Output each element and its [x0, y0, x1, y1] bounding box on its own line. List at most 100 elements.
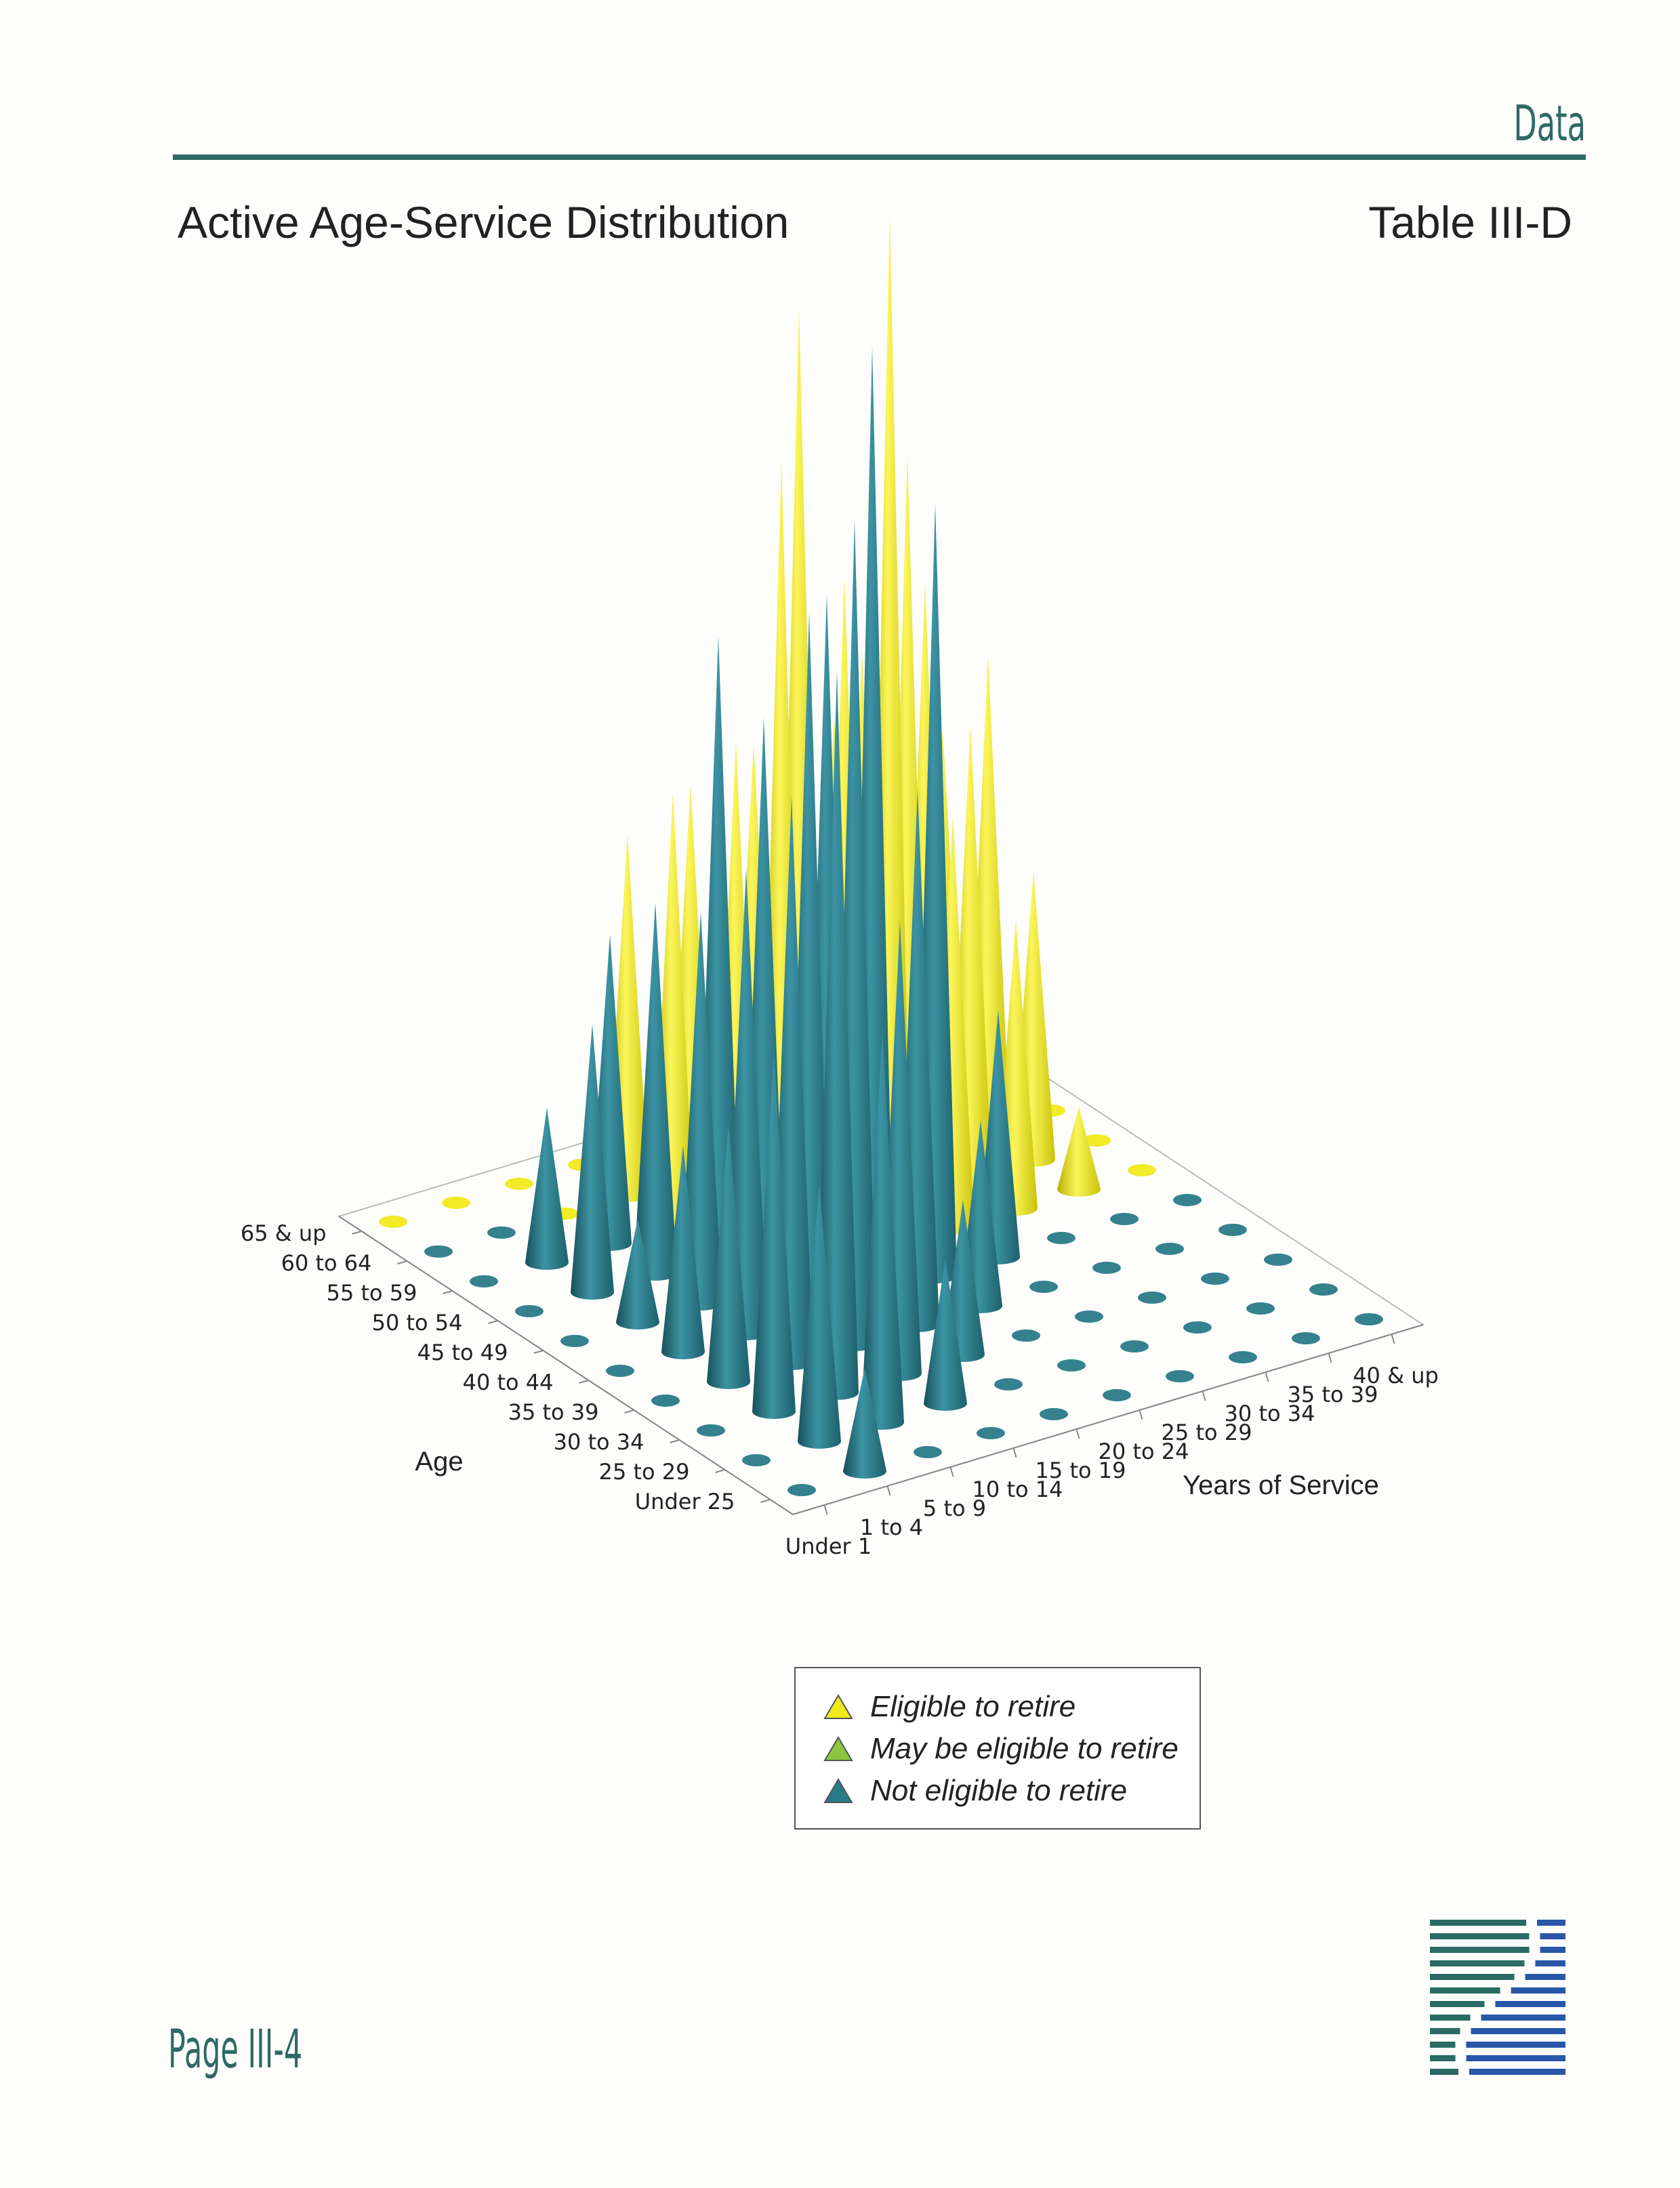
floor-dot: [1292, 1332, 1320, 1344]
age-tick-label: 50 to 54: [372, 1310, 463, 1336]
cone-group: [525, 216, 1101, 1479]
service-tick-label: 10 to 14: [972, 1477, 1063, 1502]
cone-body: [798, 1184, 841, 1449]
floor-dot: [1183, 1321, 1212, 1334]
cone: [843, 1368, 886, 1479]
y-axis-label: Age: [415, 1447, 463, 1477]
floor-dot: [606, 1365, 634, 1377]
service-axis-tick: [1202, 1390, 1206, 1401]
cone-body: [634, 902, 677, 1281]
cone: [616, 1219, 659, 1329]
floor-dot: [787, 1484, 816, 1496]
floor-dot: [1166, 1370, 1194, 1382]
service-axis-tick: [1391, 1334, 1395, 1344]
legend-label: Eligible to retire: [870, 1690, 1076, 1723]
floor-dot: [505, 1178, 533, 1190]
floor-dot: [1103, 1389, 1131, 1401]
service-axis-tick: [823, 1504, 828, 1515]
age-tick-label: Under 25: [635, 1489, 735, 1514]
age-tick-label: 35 to 39: [508, 1399, 599, 1425]
service-axis-tick: [1012, 1447, 1017, 1458]
service-tick-label: 20 to 24: [1099, 1439, 1189, 1464]
page-title: Active Age-Service Distribution: [178, 197, 790, 247]
cone-body: [571, 1024, 614, 1300]
age-axis-tick: [443, 1290, 453, 1294]
floor-dot: [442, 1197, 470, 1209]
cone: [752, 1051, 796, 1419]
cone: [571, 1024, 614, 1300]
service-axis-line: [792, 1324, 1424, 1515]
age-tick-label: 25 to 29: [599, 1459, 690, 1485]
yellow-triangle-icon: [823, 1694, 853, 1719]
age-axis-tick: [670, 1439, 680, 1443]
floor-dot: [697, 1424, 725, 1437]
floor-dot: [977, 1427, 1005, 1439]
cone: [661, 1146, 705, 1359]
floor-dot: [1173, 1194, 1202, 1206]
service-tick-label: 1 to 4: [860, 1514, 923, 1540]
legend: Eligible to retire May be eligible to re…: [794, 1667, 1201, 1830]
age-axis-line: [338, 1216, 794, 1515]
service-tick-label: 35 to 39: [1288, 1382, 1378, 1407]
floor-dot: [651, 1395, 680, 1407]
cone-body: [707, 1124, 750, 1389]
floor-dot: [1120, 1340, 1149, 1353]
floor-dot: [1155, 1243, 1184, 1255]
cone: [924, 1259, 967, 1411]
service-axis-tick: [1075, 1428, 1080, 1439]
floor-dot: [1128, 1164, 1156, 1176]
legend-item-eligible: Eligible to retire: [823, 1686, 1200, 1728]
cone: [634, 902, 677, 1281]
floor-dot: [487, 1226, 516, 1239]
cone-body: [843, 1368, 886, 1479]
service-axis-tick: [1265, 1371, 1269, 1382]
floor-dot: [1092, 1262, 1121, 1274]
legend-item-may-be-eligible: May be eligible to retire: [823, 1728, 1200, 1770]
age-axis-tick: [760, 1499, 771, 1503]
floor-dot: [1138, 1292, 1166, 1304]
cone: [707, 1124, 750, 1389]
cone: [798, 1184, 841, 1449]
age-axis-tick: [352, 1231, 362, 1235]
floor-dot: [742, 1454, 771, 1466]
cone-body: [525, 1108, 569, 1270]
service-tick-label: 30 to 34: [1225, 1401, 1315, 1426]
legend-label: Not eligible to retire: [870, 1774, 1128, 1807]
floor-dot: [424, 1245, 453, 1258]
floor-dot: [1218, 1224, 1247, 1236]
cone: [815, 672, 859, 1400]
service-axis-tick: [886, 1485, 891, 1496]
service-tick-label: 15 to 19: [1036, 1458, 1126, 1483]
age-axis-tick: [533, 1350, 544, 1354]
floor-dot: [1246, 1302, 1275, 1315]
cone: [1057, 1107, 1101, 1197]
floor-dot: [1075, 1310, 1103, 1323]
service-axis-tick: [1328, 1353, 1332, 1363]
floor-dot: [1047, 1232, 1075, 1244]
header-rule: [173, 154, 1586, 160]
floor-dot: [1309, 1283, 1338, 1296]
cone-body: [815, 672, 859, 1400]
x-axis-label: Years of Service: [1183, 1470, 1379, 1500]
floor-dot: [470, 1275, 498, 1287]
floor-dot: [1057, 1359, 1086, 1371]
floor-dot: [1012, 1329, 1040, 1342]
floor-dot: [379, 1216, 407, 1228]
age-axis-tick: [579, 1380, 589, 1384]
service-tick-label: Under 1: [785, 1533, 872, 1559]
cone-body: [752, 1051, 796, 1419]
service-tick-label: 25 to 29: [1162, 1420, 1252, 1445]
floor-dot: [1029, 1281, 1058, 1293]
age-axis-tick: [624, 1409, 634, 1413]
cone-body: [616, 1219, 659, 1329]
cone: [525, 1108, 569, 1270]
service-axis-tick: [1139, 1409, 1143, 1420]
age-tick-label: 65 & up: [241, 1220, 327, 1246]
floor-dot: [515, 1305, 544, 1317]
floor-dot: [1229, 1351, 1257, 1363]
age-axis: Under 25 25 to 29 30 to 34 35 to 39 40 to 44…: [241, 1216, 794, 1515]
floor-dot: [1264, 1254, 1292, 1266]
age-tick-label: 30 to 34: [554, 1429, 644, 1455]
